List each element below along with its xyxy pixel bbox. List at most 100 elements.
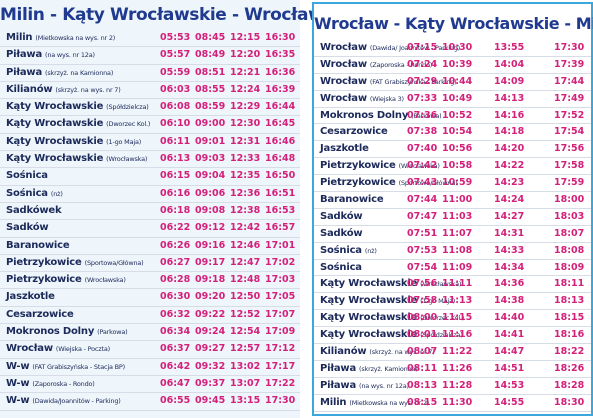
departure-time: 18:30 [554, 396, 585, 408]
stop-name: Kąty Wrocławskie (Spółdzielcza) [6, 99, 149, 115]
departure-time: 11:11 [442, 278, 473, 290]
departure-time: 12:50 [230, 291, 261, 303]
timetable-row: Sadków 06:22 09:12 12:42 16:57 [0, 220, 300, 238]
departure-time: 14:34 [494, 261, 525, 273]
departure-time: 17:49 [554, 92, 585, 104]
timetable-row: Kąty Wrocławskie (1-go Maja) 07:58 11:13 14:… [314, 293, 591, 311]
departure-time: 11:13 [442, 295, 473, 307]
stop-name: Wrocław (Zaporoska - Rondo) [320, 57, 432, 73]
stop-name: Baranowice [320, 192, 384, 208]
timetable-row: Wrocław (Zaporoska - Rondo) 07:24 10:39 14:0… [314, 57, 591, 74]
departure-time: 08:55 [195, 83, 226, 95]
departure-time: 12:20 [230, 49, 261, 61]
departure-time: 14:16 [494, 109, 525, 121]
departure-time: 08:49 [195, 49, 226, 61]
stop-label: Kąty Wrocławskie [6, 101, 104, 113]
departure-time: 11:26 [442, 362, 473, 374]
stop-name: Wrocław (FAT Grabiszyńska - Parking) [320, 74, 457, 90]
stop-detail: (Parkowa) [411, 111, 442, 120]
stop-name: Wrocław (Dawida/ Joannitów - Parking) [320, 40, 460, 56]
departure-time: 16:45 [265, 118, 296, 130]
stop-label: Sadków [6, 222, 49, 234]
stop-name: Sośnica (nż) [320, 243, 377, 259]
departure-time: 07:53 [407, 244, 438, 256]
title: Milin - Kąty Wrocławskie - Wrocław [0, 5, 324, 25]
stop-label: Kąty Wrocławskie [320, 295, 418, 307]
departure-time: 14:31 [494, 227, 525, 239]
timetable-row: Sośnica (nż) 06:16 09:06 12:36 16:51 [0, 186, 300, 203]
stop-label: Pietrzykowice [6, 256, 82, 268]
departure-time: 12:21 [230, 66, 261, 78]
stop-label: Wrocław [320, 92, 367, 104]
stop-name: Sadków [320, 226, 363, 242]
stop-detail: (na wys. nr 12a) [45, 51, 95, 60]
timetable-row: W-w (Zaporoska - Rondo) 06:47 09:37 13:07 17:… [0, 376, 300, 394]
departure-time: 07:51 [407, 227, 438, 239]
stop-name: Piława (skrzyż. Kamionna) [320, 361, 418, 377]
departure-time: 18:08 [554, 244, 585, 256]
departure-time: 08:51 [195, 66, 226, 78]
stop-label: Milin [320, 396, 347, 408]
departure-time: 14:53 [494, 379, 525, 391]
departure-time: 11:15 [442, 312, 473, 324]
departure-time: 17:02 [265, 256, 296, 268]
departure-time: 12:30 [230, 118, 261, 130]
departure-time: 07:44 [407, 194, 438, 206]
departure-time: 06:16 [160, 187, 191, 199]
stop-name: Pietrzykowice (Sportowa/Główna) [320, 175, 458, 191]
departure-time: 16:50 [265, 170, 296, 182]
stop-name: Pietrzykowice (Wrocławska) [6, 272, 126, 288]
stop-detail: (1-go Maja) [106, 137, 142, 146]
departure-time: 11:07 [442, 227, 473, 239]
stop-name: Kąty Wrocławskie (1-go Maja) [6, 134, 141, 150]
departure-time: 09:20 [195, 291, 226, 303]
stop-label: Kąty Wrocławskie [320, 312, 418, 324]
departure-time: 18:28 [554, 379, 585, 391]
stop-label: Wrocław [320, 42, 367, 53]
stop-name: Pietrzykowice (Wrocławska) [320, 158, 440, 174]
timetable-row: Pietrzykowice (Wrocławska) 07:42 10:58 14:22… [314, 158, 591, 176]
departure-time: 12:36 [230, 187, 261, 199]
departure-time: 07:24 [407, 58, 438, 70]
departure-time: 10:39 [442, 58, 473, 70]
departure-time: 17:54 [554, 126, 585, 138]
departure-time: 14:13 [494, 92, 525, 104]
timetable-row: Sadkówek 06:18 09:08 12:38 16:53 [0, 203, 300, 221]
departure-time: 14:47 [494, 346, 525, 358]
departure-time: 06:55 [160, 395, 191, 407]
departure-time: 16:39 [265, 83, 296, 95]
stop-detail: (Sportowa/Główna) [398, 179, 458, 188]
departure-time: 12:48 [230, 274, 261, 286]
timetable-row: Cesarzowice 06:32 09:22 12:52 17:07 [0, 307, 300, 325]
departure-time: 12:35 [230, 170, 261, 182]
stop-detail: (skrzyż. na Kamionna) [45, 68, 114, 77]
stop-name: Milin (Mietkowska na wys. nr 2) [320, 395, 429, 411]
departure-time: 16:30 [265, 32, 296, 43]
timetable-row: Jaszkotle 06:30 09:20 12:50 17:05 [0, 289, 300, 307]
departure-time: 16:44 [265, 101, 296, 113]
departure-time: 17:09 [265, 326, 296, 338]
departure-time: 06:47 [160, 377, 191, 389]
stop-detail: (FAT Grabiszyńska - Stacja BP) [32, 362, 125, 371]
timetable-row: Milin (Mietkowska na wys. nr 2) 05:53 08:45… [0, 30, 300, 48]
departure-time: 06:34 [160, 326, 191, 338]
stop-detail: (Dworzec Kol.) [106, 120, 151, 129]
stop-label: Sadkówek [6, 204, 62, 216]
stop-label: Kilianów [6, 83, 53, 95]
timetable-row: Sośnica 07:54 11:09 14:34 18:09 [314, 260, 591, 277]
departure-time: 10:54 [442, 126, 473, 138]
departure-time: 07:33 [407, 92, 438, 104]
departure-time: 11:16 [442, 329, 473, 341]
departure-time: 06:32 [160, 308, 191, 320]
departure-time: 11:30 [442, 396, 473, 408]
stop-detail: (Mietkowska na wys. nr 2) [35, 34, 116, 42]
departure-time: 16:51 [265, 187, 296, 199]
departure-time: 17:07 [265, 308, 296, 320]
departure-time: 16:48 [265, 153, 296, 165]
timetable-left: Milin - Kąty Wrocławskie - Wrocław Milin… [0, 0, 324, 418]
departure-time: 18:22 [554, 346, 585, 358]
departure-time: 14:24 [494, 194, 525, 206]
departure-time: 09:12 [195, 222, 226, 234]
departure-time: 07:40 [407, 143, 438, 155]
stop-label: Wrocław [320, 75, 367, 87]
